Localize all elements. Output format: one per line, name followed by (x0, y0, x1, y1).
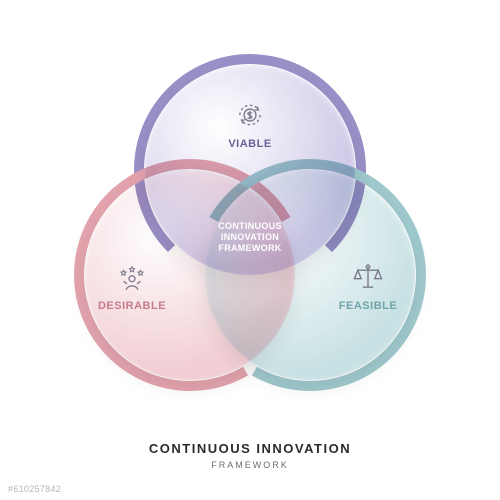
label-desirable-text: DESIRABLE (72, 300, 192, 312)
venn-diagram: VIABLE DESIRABLE (0, 0, 500, 500)
label-desirable: DESIRABLE (72, 260, 192, 312)
center-label: CONTINUOUS INNOVATION FRAMEWORK (205, 221, 295, 253)
person-stars-icon (72, 260, 192, 294)
scales-icon (308, 260, 428, 294)
watermark: #610257842 (8, 484, 61, 494)
center-line3: FRAMEWORK (205, 242, 295, 253)
center-line1: CONTINUOUS (205, 221, 295, 232)
dollar-cycle-icon (190, 98, 310, 132)
label-viable-text: VIABLE (190, 138, 310, 150)
footer-subtitle: FRAMEWORK (0, 460, 500, 470)
venn-stage: VIABLE DESIRABLE (60, 40, 440, 420)
label-viable: VIABLE (190, 98, 310, 150)
footer-title: CONTINUOUS INNOVATION (0, 441, 500, 456)
label-feasible-text: FEASIBLE (308, 300, 428, 312)
center-line2: INNOVATION (205, 232, 295, 243)
label-feasible: FEASIBLE (308, 260, 428, 312)
